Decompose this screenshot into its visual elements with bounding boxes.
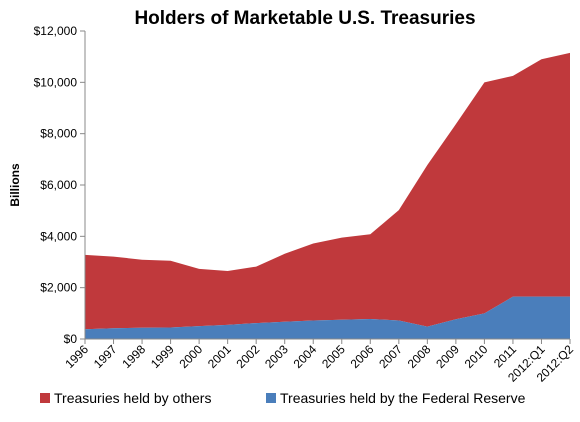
x-tick-label: 2000 xyxy=(176,342,205,371)
x-tick-label: 2001 xyxy=(205,342,234,371)
x-tick-label: 1996 xyxy=(62,342,91,371)
x-tick-labels: 1996 1997 1998 1999 2000 2001 2002 2003 2004 2005… xyxy=(62,342,576,385)
x-tick-label: 2002 xyxy=(234,342,263,371)
legend-label-federal-reserve: Treasuries held by the Federal Reserve xyxy=(280,390,526,406)
y-tick-label: $0 xyxy=(64,332,78,346)
x-tick-label: 2009 xyxy=(433,342,462,371)
y-axis-label: Billions xyxy=(8,163,22,207)
x-tick-label: 2010 xyxy=(462,342,491,371)
x-tick-label: 2005 xyxy=(319,342,348,371)
legend-swatch-others xyxy=(40,393,50,403)
y-tick-label: $8,000 xyxy=(40,127,77,141)
x-tick-label: 1997 xyxy=(91,342,120,371)
y-tick-label: $12,000 xyxy=(34,24,78,38)
series-area-federal-reserve xyxy=(85,296,570,339)
x-tick-label: 2007 xyxy=(376,342,405,371)
x-tick-label: 1998 xyxy=(119,342,148,371)
chart-title: Holders of Marketable U.S. Treasuries xyxy=(134,8,475,29)
x-tick-label: 2008 xyxy=(405,342,434,371)
plot-area xyxy=(85,52,570,339)
axes xyxy=(80,30,571,344)
x-tick-label: 2003 xyxy=(262,342,291,371)
legend-swatch-federal-reserve xyxy=(266,393,276,403)
y-tick-labels: $0 $2,000 $4,000 $6,000 $8,000 $10,000 $12,000 xyxy=(34,24,78,346)
legend-label-others: Treasuries held by others xyxy=(54,390,211,406)
y-tick-label: $4,000 xyxy=(40,229,77,243)
y-tick-label: $6,000 xyxy=(40,178,77,192)
x-tick-label: 1999 xyxy=(148,342,177,371)
y-tick-label: $2,000 xyxy=(40,281,77,295)
y-tick-label: $10,000 xyxy=(34,75,78,89)
series-area-others xyxy=(85,52,570,330)
legend: Treasuries held by others Treasuries held… xyxy=(40,390,526,406)
x-tick-label: 2006 xyxy=(348,342,377,371)
x-tick-label: 2004 xyxy=(291,342,320,371)
